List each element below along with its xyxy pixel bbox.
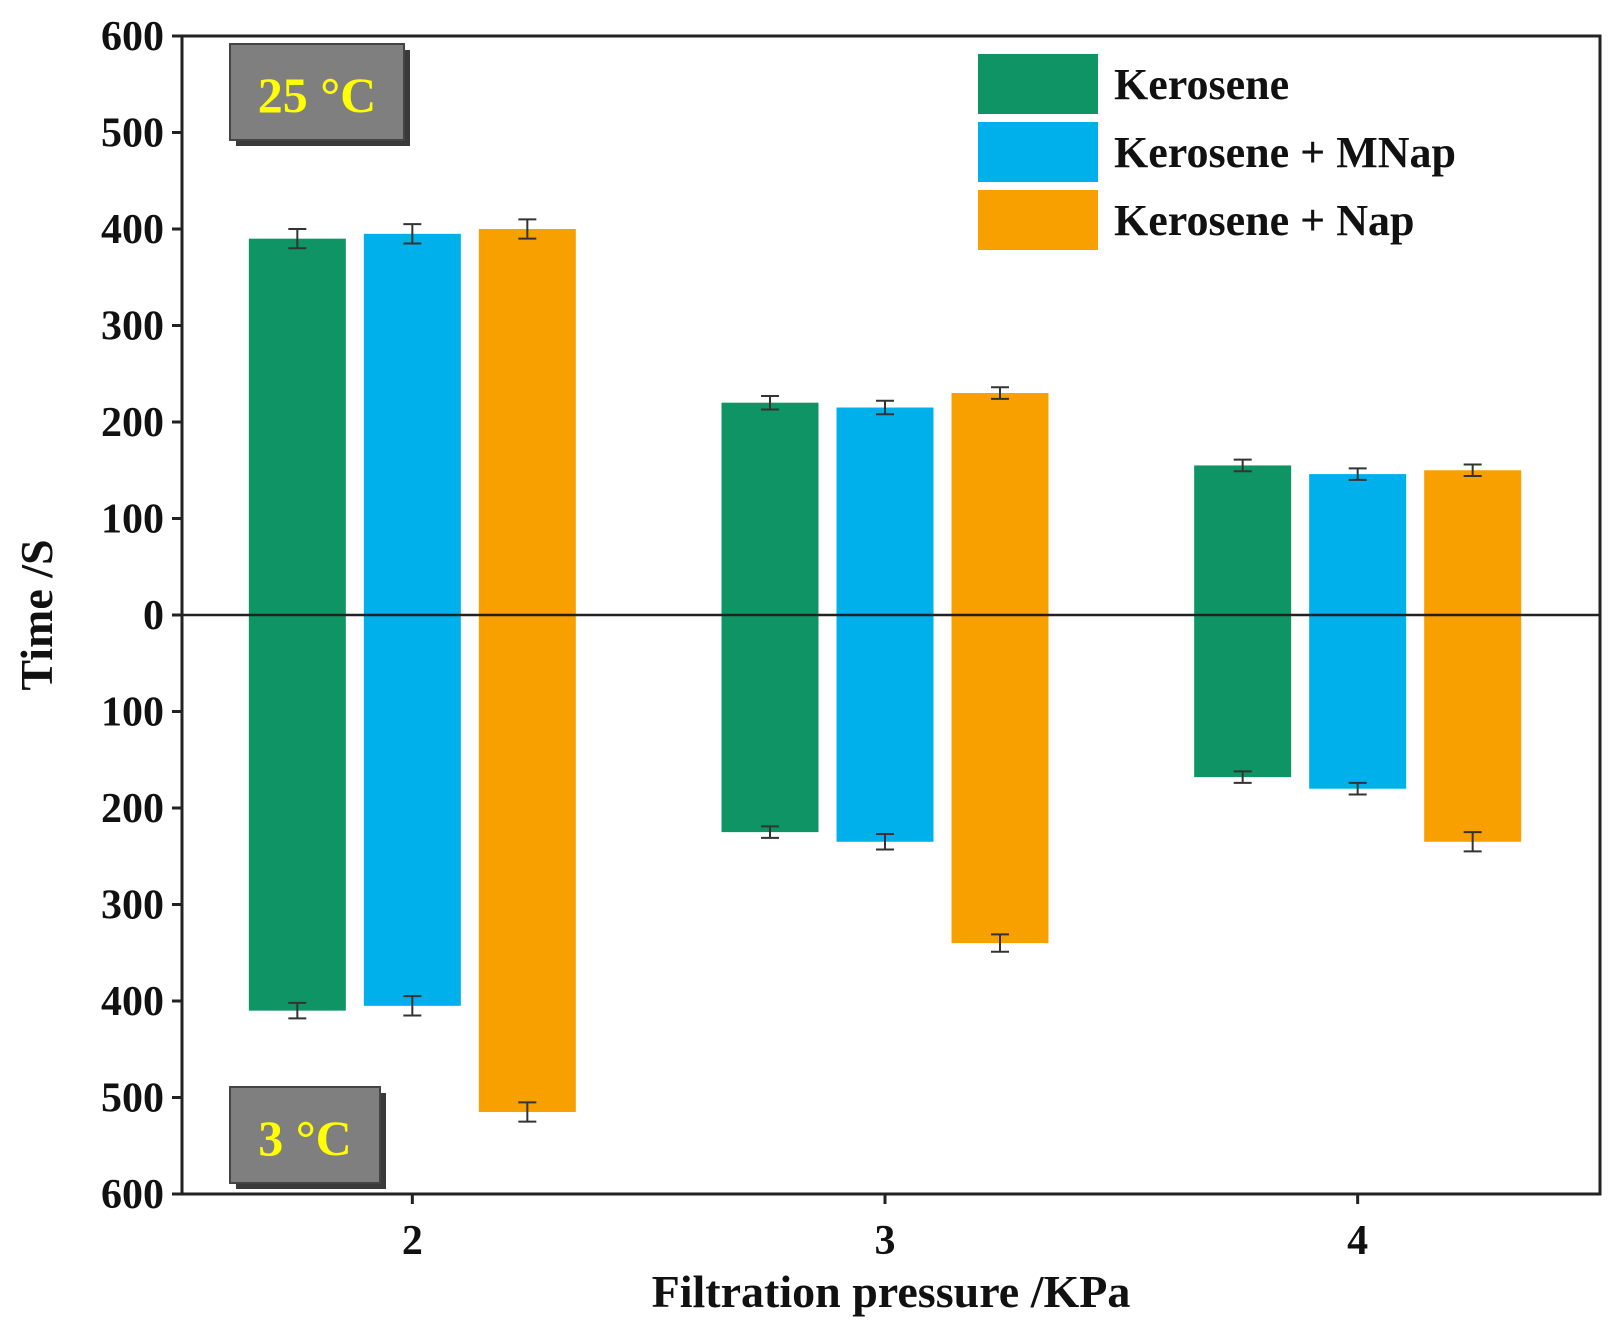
- legend-label: Kerosene: [1114, 60, 1289, 109]
- bar-upper: [248, 238, 346, 615]
- legend-swatch: [978, 54, 1098, 114]
- bar-lower: [248, 615, 346, 1011]
- bar-lower: [1424, 615, 1522, 842]
- bar-lower: [363, 615, 461, 1006]
- bar-lower: [1194, 615, 1292, 778]
- y-tick-label: 400: [101, 979, 164, 1025]
- legend: Kerosene Kerosene + MNap Kerosene + Nap: [978, 54, 1456, 250]
- bar-lower: [951, 615, 1049, 944]
- upper-temperature-badge: 25 °C: [229, 43, 410, 146]
- bar-upper: [478, 229, 576, 615]
- bar-lower: [836, 615, 934, 842]
- legend-label: Kerosene + Nap: [1114, 196, 1414, 245]
- bar-lower: [1309, 615, 1407, 789]
- bars-group: [248, 218, 1522, 1123]
- y-tick-label: 500: [101, 1076, 164, 1122]
- bar-upper: [1309, 474, 1407, 615]
- bar-upper: [1424, 470, 1522, 615]
- legend-swatch: [978, 190, 1098, 250]
- y-tick-label: 600: [101, 1172, 164, 1218]
- y-tick-label: 300: [101, 304, 164, 350]
- y-tick-label: 600: [101, 14, 164, 60]
- y-tick-label: 400: [101, 207, 164, 253]
- y-tick-label: 0: [143, 593, 164, 639]
- x-tick-label: 3: [875, 1218, 896, 1264]
- y-tick-label: 100: [101, 497, 164, 543]
- bar-upper: [836, 407, 934, 615]
- y-tick-label: 200: [101, 786, 164, 832]
- y-axis-title: Time /S: [11, 539, 62, 690]
- bar-upper: [1194, 465, 1292, 615]
- x-axis-title: Filtration pressure /KPa: [652, 1266, 1131, 1317]
- legend-swatch: [978, 122, 1098, 182]
- x-tick-label: 2: [402, 1218, 423, 1264]
- bar-lower: [478, 615, 576, 1112]
- x-axis: 2 3 4: [402, 1194, 1368, 1264]
- lower-badge-label: 3 °C: [258, 1110, 352, 1166]
- y-tick-label: 500: [101, 111, 164, 157]
- y-tick-label: 300: [101, 883, 164, 929]
- y-tick-label: 100: [101, 690, 164, 736]
- y-axis: 600 500 400 300 200 100 0 100 200 300 400 500 600: [101, 14, 182, 1218]
- bar-lower: [721, 615, 819, 833]
- bar-upper: [363, 233, 461, 615]
- upper-badge-box: [229, 43, 405, 141]
- lower-badge-box: [229, 1086, 381, 1184]
- lower-temperature-badge: 3 °C: [229, 1086, 386, 1189]
- x-tick-label: 4: [1347, 1218, 1368, 1264]
- legend-label: Kerosene + MNap: [1114, 128, 1456, 177]
- bar-upper: [721, 402, 819, 615]
- upper-badge-label: 25 °C: [258, 67, 377, 123]
- y-tick-label: 200: [101, 400, 164, 446]
- bar-upper: [951, 393, 1049, 615]
